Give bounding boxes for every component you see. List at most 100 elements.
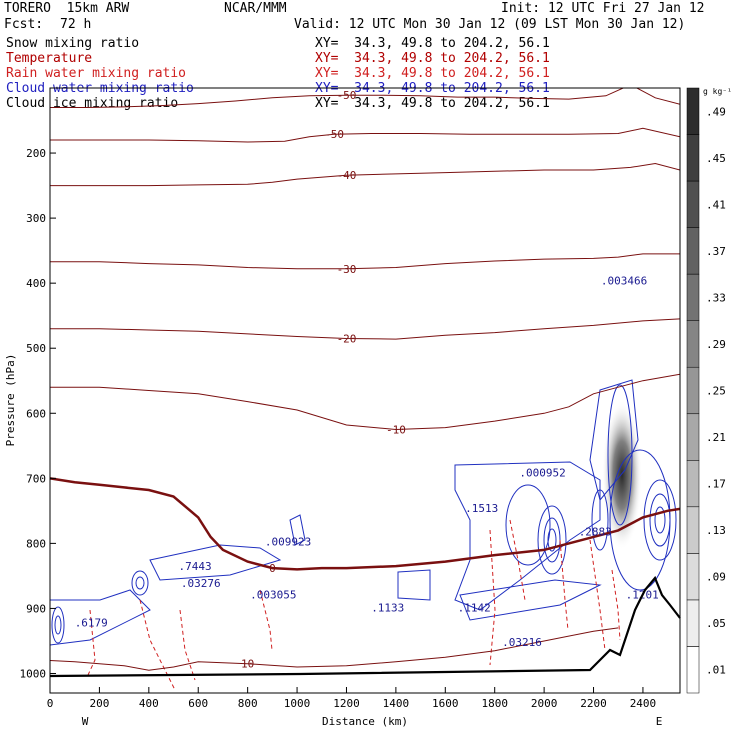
colorbar: .01 .05 .09 .13 .17 .21 .25 .29 .33 .37 .41 .45 .49 — [686, 87, 726, 694]
cloud-water-contour — [459, 579, 602, 621]
maximum-value-label: .009923 — [265, 535, 311, 548]
colorbar-swatch — [686, 180, 700, 228]
cloud-water-contours — [50, 379, 677, 646]
isotherm-10-line — [50, 627, 619, 671]
cloud-water-contour — [289, 514, 306, 546]
x-tick-label: 2400 — [630, 697, 657, 710]
isotherm-label: -10 — [386, 424, 406, 437]
maximum-value-label: .1133 — [371, 602, 404, 615]
init-time: Init: 12 UTC Fri 27 Jan 12 — [501, 1, 705, 16]
field-name-rain: Rain water mixing ratio — [6, 66, 187, 81]
isotherm-label: -30 — [337, 263, 357, 276]
maximum-value-label: .2883 — [579, 526, 612, 539]
plot-area — [50, 379, 677, 691]
colorbar-label: .09 — [706, 571, 726, 584]
cloud-water-contour — [54, 615, 62, 635]
cloud-water-contour — [543, 517, 561, 563]
colorbar-label: .33 — [706, 291, 726, 304]
y-tick-label: 600 — [26, 407, 46, 420]
y-tick-label: 1000 — [20, 667, 47, 680]
isotherm--30-line — [50, 253, 680, 270]
colorbar-swatch — [686, 134, 700, 182]
terrain-line — [49, 575, 681, 678]
field-xy-temperature: XY= 34.3, 49.8 to 204.2, 56.1 — [315, 51, 550, 66]
x-tick-label: 2000 — [531, 697, 558, 710]
field-xy-rain: XY= 34.3, 49.8 to 204.2, 56.1 — [315, 66, 550, 81]
y-tick-label: 300 — [26, 212, 46, 225]
x-tick-label: 1600 — [432, 697, 459, 710]
isotherm-0-line — [50, 477, 680, 571]
cloud-water-contour — [654, 506, 666, 534]
x-tick-label: 1400 — [383, 697, 410, 710]
colorbar-label: .37 — [706, 245, 726, 258]
x-tick-label: 1000 — [284, 697, 311, 710]
cloud-water-contour — [131, 570, 149, 596]
rain-contour — [589, 539, 606, 651]
colorbar-swatch — [686, 460, 700, 508]
rain-contour — [559, 539, 569, 631]
isotherm-label: 10 — [241, 658, 254, 671]
colorbar-label: .21 — [706, 431, 726, 444]
y-tick-label: 200 — [26, 147, 46, 160]
maxima-labels: .003466 .000952 .1513 .009923 .7443 .03276 .00… — [75, 275, 659, 650]
colorbar-label: .05 — [706, 617, 726, 630]
forecast-label: Fcst: — [4, 17, 44, 32]
cloud-water-contour — [537, 505, 567, 575]
isotherm--10-line — [50, 373, 680, 431]
colorbar-label: .41 — [706, 198, 726, 211]
x-tick-label: 0 — [47, 697, 54, 710]
temperature-contour-labels: -50 -50 -40 -30 -20 -10 0 10 — [241, 89, 406, 671]
y-tick-label: 800 — [26, 537, 46, 550]
cloud-water-contour — [643, 479, 677, 561]
x-tick-label: 800 — [238, 697, 258, 710]
maximum-value-label: .1142 — [458, 602, 491, 615]
cloud-water-contour — [589, 379, 639, 502]
colorbar-label: .49 — [706, 105, 726, 118]
colorbar-label: .25 — [706, 385, 726, 398]
maximum-value-label: .03276 — [181, 577, 221, 590]
isotherm-label: 0 — [269, 562, 276, 575]
maximum-value-label: .000952 — [519, 466, 565, 479]
x-tick-label: 600 — [188, 697, 208, 710]
model-title: TORERO 15km ARW — [4, 1, 130, 16]
isotherm-label: -50 — [337, 89, 357, 102]
cloud-water-contour — [505, 484, 551, 566]
cloud-water-contour — [149, 544, 282, 581]
x-tick-label: 400 — [139, 697, 159, 710]
x-tick-label: 1800 — [481, 697, 508, 710]
isotherm--50-line — [50, 88, 680, 108]
ylabel: Pressure (hPa) — [4, 354, 17, 447]
cloud-water-contour — [51, 606, 65, 644]
cloud-water-contour — [454, 461, 601, 611]
cloud-water-contour — [50, 589, 151, 646]
field-name-temperature: Temperature — [6, 51, 93, 66]
x-tick-label: 1200 — [333, 697, 360, 710]
maximum-value-label: .03216 — [502, 636, 542, 649]
field-xy-cloud-ice: XY= 34.3, 49.8 to 204.2, 56.1 — [315, 96, 550, 111]
x-tick-label: 2200 — [580, 697, 607, 710]
isotherm-label: -50 — [324, 128, 344, 141]
valid-time: Valid: 12 UTC Mon 30 Jan 12 (09 LST Mon … — [294, 17, 686, 32]
cloud-water-contour — [649, 493, 671, 547]
colorbar-swatch — [686, 87, 700, 135]
colorbar-label: .13 — [706, 524, 726, 537]
end-label-east: E — [656, 715, 663, 728]
colorbar-swatch — [686, 366, 700, 414]
temperature-contours — [50, 88, 680, 671]
rain-contour — [139, 599, 176, 691]
maximum-value-label: .1513 — [465, 502, 498, 515]
y-tick-label: 900 — [26, 602, 46, 615]
xlabel: Distance (km) — [322, 715, 408, 728]
colorbar-swatch — [686, 273, 700, 321]
maximum-value-label: .003055 — [250, 589, 296, 602]
rain-contour — [489, 529, 496, 666]
colorbar-label: .29 — [706, 338, 726, 351]
x-tick-label: 200 — [89, 697, 109, 710]
y-tick-label: 500 — [26, 342, 46, 355]
y-tick-label: 700 — [26, 472, 46, 485]
colorbar-label: .17 — [706, 478, 726, 491]
colorbar-swatch — [686, 599, 700, 647]
y-tick-label: 400 — [26, 277, 46, 290]
colorbar-swatch — [686, 506, 700, 554]
